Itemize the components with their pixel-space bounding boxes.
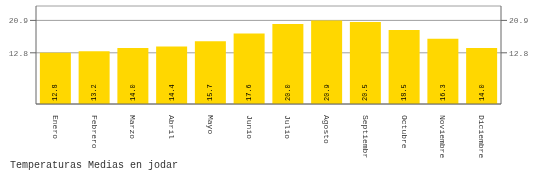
svg-text:20.9: 20.9	[9, 16, 28, 25]
svg-text:16.3: 16.3	[439, 84, 447, 101]
svg-text:Febrero: Febrero	[90, 115, 99, 149]
svg-text:18.5: 18.5	[400, 84, 408, 101]
svg-text:Enero: Enero	[51, 115, 60, 139]
svg-text:Diciembre: Diciembre	[477, 115, 486, 158]
svg-text:20.9: 20.9	[509, 16, 528, 25]
svg-text:14.0: 14.0	[129, 84, 137, 101]
svg-text:20.5: 20.5	[361, 84, 369, 101]
svg-text:Noviembre: Noviembre	[438, 115, 447, 158]
svg-text:12.8: 12.8	[51, 84, 59, 101]
svg-text:12.8: 12.8	[9, 49, 28, 58]
svg-text:15.7: 15.7	[206, 84, 214, 101]
svg-text:Junio: Junio	[245, 115, 254, 139]
svg-text:Julio: Julio	[283, 115, 292, 139]
svg-text:14.4: 14.4	[168, 84, 176, 101]
svg-text:Mayo: Mayo	[206, 115, 215, 134]
svg-text:Abril: Abril	[167, 115, 176, 139]
svg-text:20.9: 20.9	[323, 84, 331, 101]
svg-text:Septiembre: Septiembre	[361, 115, 370, 158]
svg-text:20.0: 20.0	[284, 84, 292, 101]
svg-text:Marzo: Marzo	[128, 115, 137, 139]
svg-text:Octubre: Octubre	[400, 115, 409, 149]
svg-text:12.8: 12.8	[509, 49, 528, 58]
html-text:Temperaturas Medias en jodar: Temperaturas Medias en jodar	[10, 160, 178, 171]
svg-text:17.6: 17.6	[245, 84, 253, 101]
svg-text:14.0: 14.0	[478, 84, 486, 101]
svg-text:Agosto: Agosto	[322, 115, 331, 144]
svg-text:13.2: 13.2	[90, 84, 98, 101]
